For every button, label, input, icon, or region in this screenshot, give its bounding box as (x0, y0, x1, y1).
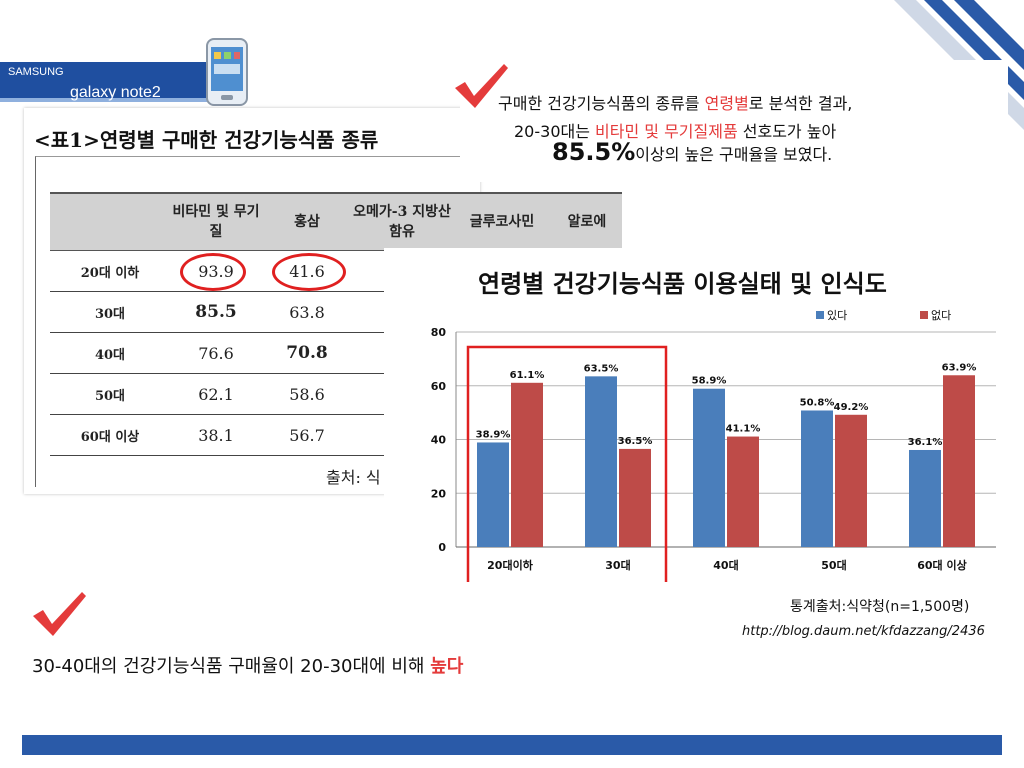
bar-no (943, 375, 975, 547)
table-cell: 63.8 (262, 291, 352, 333)
data-label: 49.2% (834, 402, 869, 413)
conclusion-highlight: 높다 (430, 656, 464, 677)
chart-title: 연령별 건강기능식품 이용실태 및 인식도 (478, 270, 887, 298)
callout-text: 20-30대는 (514, 122, 596, 141)
y-tick-label: 0 (438, 541, 446, 554)
data-label: 58.9% (692, 376, 727, 387)
callout-line-1: 구매한 건강기능식품의 종류를 연령별로 분석한 결과, (498, 90, 852, 114)
legend-label: 없다 (931, 309, 951, 322)
bar-yes (801, 410, 833, 547)
callout-text: 선호도가 높아 (737, 122, 837, 141)
legend-swatch (920, 311, 928, 319)
bar-no (727, 436, 759, 547)
row-label: 20대 이하 (50, 250, 170, 292)
callout-text: 구매한 건강기능식품의 종류를 (498, 94, 705, 113)
row-label: 40대 (50, 332, 170, 374)
data-label: 61.1% (510, 370, 545, 381)
checkmark-icon (455, 64, 508, 108)
header-red-ginseng: 홍삼 (262, 192, 352, 251)
header-glucosamine: 글루코사민 (452, 192, 552, 251)
bar-no (511, 382, 543, 547)
checkmark-icon (33, 592, 86, 636)
table-cell: 58.6 (262, 373, 352, 415)
brand-band (0, 62, 210, 102)
table-cell: 56.7 (262, 414, 352, 456)
callout-line-2: 20-30대는 비타민 및 무기질제품 선호도가 높아 (514, 118, 836, 142)
bar-yes (909, 449, 941, 547)
bar-chart: 0 20 40 60 80 38.9% 61.1% 20대이하 63.5% 36.5% 30대 58.… (431, 309, 996, 582)
data-label: 63.5% (584, 363, 619, 374)
bar-no (619, 448, 651, 547)
data-label: 36.5% (618, 436, 653, 447)
phone-icon (206, 38, 248, 106)
table-cell: 85.5 (170, 291, 262, 333)
data-label: 50.8% (800, 397, 835, 408)
table-source-note: 출처: 식 (326, 468, 381, 487)
y-tick-label: 20 (431, 487, 447, 500)
row-label: 50대 (50, 373, 170, 415)
bar-yes (585, 376, 617, 547)
y-tick-label: 60 (431, 380, 447, 393)
table-cell: 76.6 (170, 332, 262, 374)
legend-swatch (816, 311, 824, 319)
x-tick-label: 60대 이상 (917, 558, 967, 572)
source-url: http://blog.daum.net/kfdazzang/2436 (742, 624, 985, 639)
callout-text: 로 분석한 결과, (748, 94, 853, 113)
table-title: <표1>연령별 구매한 건강기능식품 종류 (34, 128, 379, 152)
highlight-circle (272, 253, 346, 291)
data-label: 63.9% (942, 362, 977, 373)
row-label: 30대 (50, 291, 170, 333)
callout-highlight: 비타민 및 무기질제품 (595, 122, 738, 141)
legend-label: 있다 (827, 309, 847, 322)
callout-percent: 85.5% (552, 138, 636, 166)
x-tick-label: 30대 (605, 558, 630, 572)
header-cell-empty (50, 192, 170, 251)
brand-name: SAMSUNG (8, 66, 64, 78)
x-tick-label: 50대 (821, 558, 846, 572)
model-name: galaxy note2 (70, 84, 161, 101)
x-tick-label: 20대이하 (487, 558, 534, 572)
y-tick-label: 40 (431, 434, 447, 447)
header-omega3: 오메가-3 지방산 함유 (352, 192, 452, 251)
data-label: 36.1% (908, 437, 943, 448)
table-cell: 38.1 (170, 414, 262, 456)
bar-no (835, 414, 867, 547)
data-label: 41.1% (726, 424, 761, 435)
callout-line-3: 85.5%이상의 높은 구매율을 보였다. (552, 138, 832, 166)
highlight-box (466, 345, 668, 582)
table-header-row: 비타민 및 무기질 홍삼 오메가-3 지방산 함유 글루코사민 알로에 (50, 192, 622, 251)
table-cell: 70.8 (262, 332, 352, 374)
bar-yes (693, 388, 725, 547)
row-label: 60대 이상 (50, 414, 170, 456)
data-label: 38.9% (476, 429, 511, 440)
table-frame (35, 156, 694, 487)
highlight-circle (180, 253, 246, 291)
header-vitamin: 비타민 및 무기질 (170, 192, 262, 251)
table-cell: 62.1 (170, 373, 262, 415)
footer-bar (22, 735, 1002, 755)
callout-highlight: 연령별 (704, 94, 749, 113)
callout-text: 이상의 높은 구매율을 보였다. (635, 145, 833, 164)
bar-yes (477, 442, 509, 547)
stat-source: 통계출처:식약청(n=1,500명) (790, 599, 970, 615)
conclusion-plain: 30-40대의 건강기능식품 구매율이 20-30대에 비해 (32, 656, 431, 677)
callout-panel (460, 60, 1008, 182)
header-aloe: 알로에 (552, 192, 622, 251)
x-tick-label: 40대 (713, 558, 738, 572)
conclusion-text: 30-40대의 건강기능식품 구매율이 20-30대에 비해 높다 (32, 652, 463, 678)
y-tick-label: 80 (431, 326, 447, 339)
